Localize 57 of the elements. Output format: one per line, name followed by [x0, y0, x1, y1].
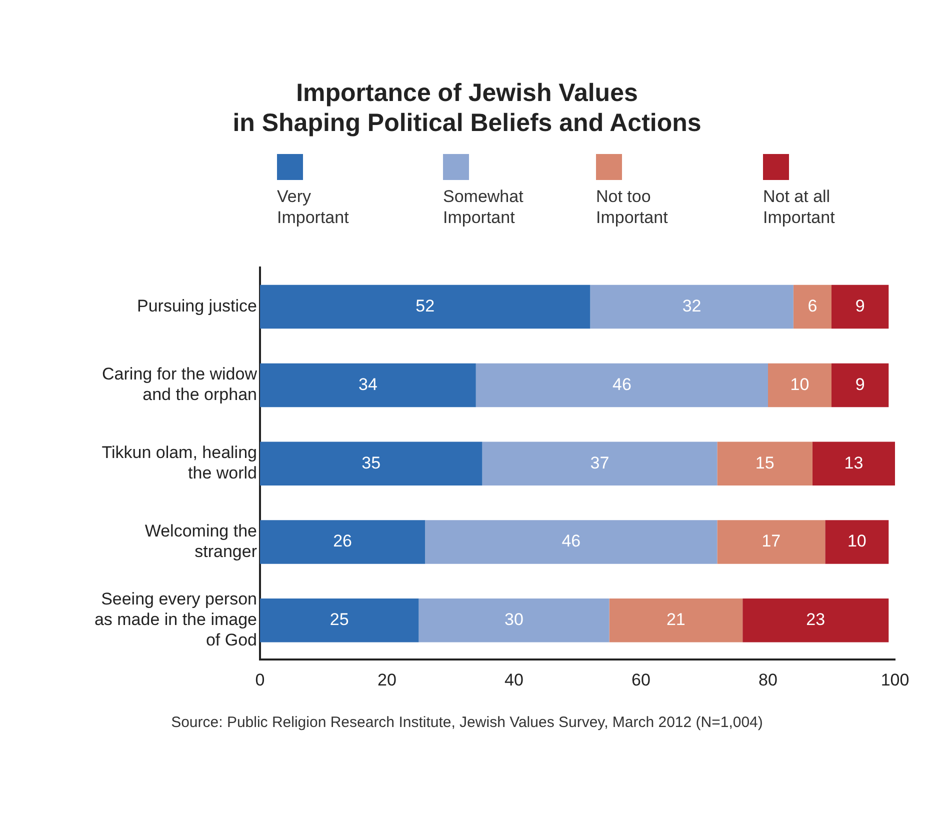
- x-tick-label: 60: [632, 670, 650, 690]
- data-label: 37: [590, 453, 610, 472]
- data-label: 15: [755, 453, 774, 472]
- y-tick-label: Tikkun olam, healing the world: [102, 443, 257, 482]
- y-tick-label: Seeing every person as made in the image of God: [94, 590, 257, 650]
- bar: [482, 442, 718, 486]
- bar: [260, 520, 426, 564]
- legend-label: Not at all Important: [763, 186, 836, 228]
- x-tick-label: 80: [758, 670, 778, 690]
- data-label: 9: [855, 374, 865, 394]
- data-label: 26: [333, 532, 352, 551]
- bar: [418, 598, 610, 642]
- x-tick-label: 40: [504, 670, 524, 690]
- data-label: 32: [682, 296, 702, 316]
- bar: [260, 442, 482, 486]
- data-label: 46: [612, 374, 632, 394]
- bar: [717, 442, 812, 486]
- source-note: Source: Public Religion Research Institute, Jewish Values Survey, March 2012 (N=1,004): [170, 714, 764, 731]
- bar: [832, 284, 889, 329]
- bar: [742, 598, 889, 642]
- data-label: 46: [562, 532, 581, 551]
- data-label: 21: [666, 610, 686, 630]
- x-tick-label: 20: [378, 670, 396, 690]
- y-tick-label: Caring for the widow and the orphan: [102, 364, 258, 404]
- data-label: 10: [790, 374, 810, 394]
- x-tick-label: 100: [880, 670, 910, 690]
- bar: [717, 520, 826, 564]
- data-label: 6: [808, 296, 818, 316]
- y-tick-label: Pursuing justice: [136, 296, 257, 316]
- y-tick-label: Welcoming the stranger: [144, 521, 258, 561]
- bar: [812, 442, 895, 486]
- data-label: 35: [362, 453, 381, 472]
- data-label: 34: [358, 374, 378, 394]
- bar: [793, 284, 832, 329]
- data-label: 30: [504, 610, 524, 630]
- bar: [476, 363, 768, 408]
- data-label: 13: [844, 453, 864, 472]
- bar: [825, 520, 889, 564]
- data-label: 17: [762, 532, 781, 551]
- data-label: 10: [847, 532, 866, 551]
- bar: [590, 284, 794, 329]
- bar: [832, 363, 889, 408]
- x-tick-label: 0: [255, 670, 265, 690]
- legend-label: Very Important: [277, 186, 350, 228]
- bar: [260, 363, 476, 408]
- data-label: 23: [806, 610, 826, 630]
- bar: [260, 284, 590, 329]
- bar: [425, 520, 718, 564]
- data-label: 9: [855, 296, 865, 316]
- bar: [260, 598, 419, 642]
- data-label: 52: [416, 296, 435, 316]
- legend-label: Somewhat Important: [443, 186, 524, 228]
- bar: [768, 363, 832, 408]
- chart-title: Importance of Jewish Values in Shaping Political Beliefs and Actions: [232, 78, 702, 138]
- bar: [609, 598, 743, 642]
- legend-label: Not too Important: [596, 186, 669, 228]
- data-label: 25: [330, 610, 349, 630]
